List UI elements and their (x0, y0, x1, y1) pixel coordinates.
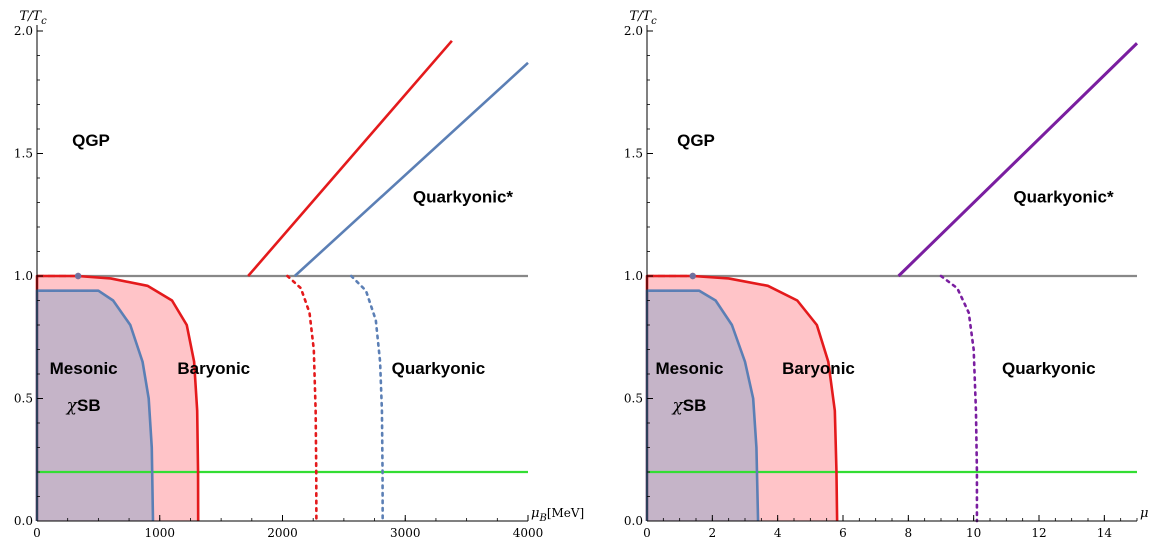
region-label: Baryonic (177, 359, 250, 378)
y-tick-label: 1.5 (624, 147, 643, 161)
y-tick-label: 0.0 (14, 514, 33, 528)
y-tick-label: 2.0 (14, 24, 33, 38)
critical-point-marker (689, 272, 696, 280)
region-label: Quarkyonic (1002, 359, 1096, 378)
series-line (645, 274, 839, 522)
x-tick-label: 10 (966, 526, 981, 540)
y-tick-label: 1.5 (14, 147, 33, 161)
region-label: Quarkyonic (392, 359, 486, 378)
phase-region-fill (37, 290, 153, 521)
right-phase-diagram: 0.0 0.5 1.0 1.5 2.0 0 2 4 6 8 10 12 14 T/Tc μ QGP Quarky… (624, 9, 1149, 540)
y-tick-label: 0.5 (624, 392, 643, 406)
left-phase-diagram: 0.0 0.5 1.0 1.5 2.0 0 1000 2000 3000 4000 T/Tc μB[M… (14, 9, 584, 540)
region-label: Mesonic (50, 359, 118, 378)
region-label: χSB (66, 396, 101, 416)
series-line (349, 274, 384, 523)
region-label: Quarkyonic* (413, 188, 514, 207)
x-tick-label: 8 (905, 526, 913, 540)
x-tick-label: 12 (1031, 526, 1046, 540)
y-tick-label: 1.0 (14, 269, 33, 283)
region-label: QGP (72, 131, 110, 150)
region-label: QGP (677, 131, 715, 150)
y-tick-label: 1.0 (624, 269, 643, 283)
series-line (286, 274, 318, 523)
series-line (293, 61, 529, 277)
y-axis-label: T/Tc (19, 9, 47, 27)
x-tick-label: 14 (1097, 526, 1113, 540)
series-line (35, 289, 155, 522)
region-label: Baryonic (782, 359, 855, 378)
region-label: Quarkyonic* (1013, 188, 1114, 207)
critical-point-marker (74, 272, 82, 280)
region-label: Mesonic (655, 359, 723, 378)
x-tick-label: 2000 (267, 526, 298, 540)
series-line (247, 39, 453, 277)
x-tick-label: 6 (839, 526, 847, 540)
y-tick-label: 2.0 (624, 24, 643, 38)
x-tick-label: 4000 (513, 526, 544, 540)
phase-region-fill (647, 290, 759, 521)
y-axis-label: T/Tc (629, 9, 657, 27)
x-tick-label: 2 (709, 526, 717, 540)
x-axis-label: μB[MeV] (531, 506, 584, 524)
series-line (939, 274, 979, 523)
x-tick-label: 3000 (390, 526, 421, 540)
x-tick-label: 4 (774, 526, 782, 540)
y-tick-label: 0.0 (624, 514, 643, 528)
region-label: χSB (671, 396, 706, 416)
x-tick-label: 0 (643, 526, 651, 540)
x-tick-label: 0 (33, 526, 41, 540)
y-tick-label: 0.5 (14, 392, 33, 406)
x-axis-label: μ (1140, 506, 1148, 521)
series-line (897, 42, 1139, 278)
x-tick-label: 1000 (144, 526, 175, 540)
